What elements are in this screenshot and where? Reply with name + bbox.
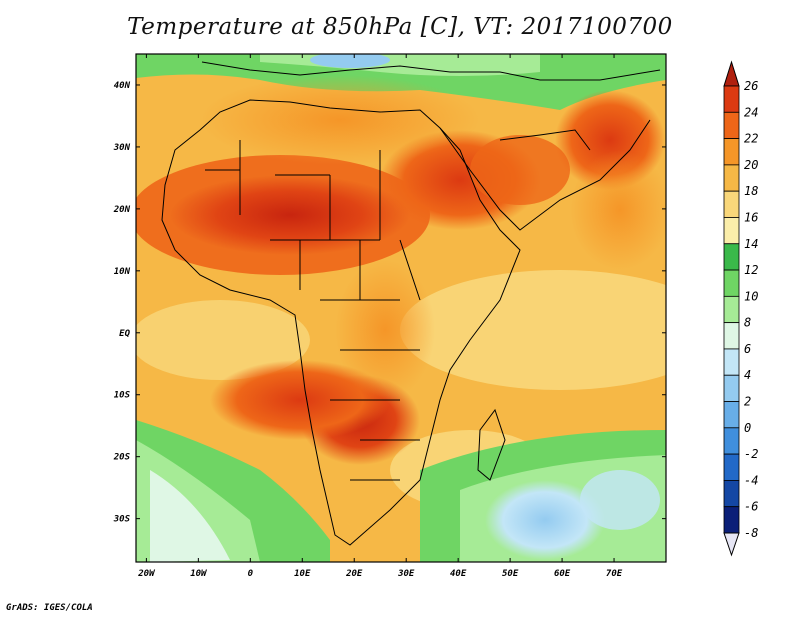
- lat-label: 10N: [114, 267, 131, 277]
- lon-label: 30E: [397, 569, 415, 579]
- colorbar-segment: [723, 269, 740, 297]
- lon-label: 10E: [294, 569, 311, 579]
- colorbar-label: 2: [744, 395, 751, 409]
- colorbar-label: 10: [744, 289, 758, 303]
- lon-label: 40E: [450, 569, 467, 579]
- lat-label: 10S: [114, 391, 131, 401]
- colorbar-segment: [723, 506, 740, 534]
- colorbar-segment: [723, 85, 740, 113]
- colorbar-label: 12: [744, 263, 758, 277]
- colorbar-label: 22: [744, 132, 758, 146]
- lon-label: 10W: [190, 569, 208, 579]
- colorbar-label: 4: [744, 368, 751, 382]
- latitude-axis: 40N 30N 20N 10N EQ 10S 20S 30S: [113, 81, 666, 525]
- colorbar-label: -6: [744, 500, 758, 514]
- colorbar-segment: [723, 374, 740, 402]
- lat-label: 40N: [114, 81, 131, 91]
- colorbar-label: -8: [744, 526, 758, 540]
- colorbar-segment: [723, 164, 740, 192]
- plot-frame: [135, 53, 667, 563]
- colorbar-segment: [723, 190, 740, 218]
- colorbar-label: 20: [744, 158, 758, 172]
- colorbar-label: 26: [744, 79, 758, 93]
- colorbar-label: 16: [744, 210, 758, 224]
- lon-label: 50E: [502, 569, 519, 579]
- coastlines: [161, 61, 661, 546]
- colorbar-label: -4: [744, 473, 758, 487]
- colorbar-segment: [723, 138, 740, 166]
- colorbar-segment: [723, 295, 740, 324]
- map-title: Temperature at 850hPa [C], VT: 201710070…: [127, 14, 673, 40]
- colorbar-label: 0: [744, 421, 751, 435]
- lat-label: 20N: [113, 205, 131, 215]
- lat-label: 30S: [113, 515, 131, 525]
- lat-label: 30N: [113, 143, 131, 153]
- colorbar-label: 18: [744, 184, 758, 198]
- lat-label: 20S: [113, 453, 131, 463]
- colorbar-label: -2: [744, 447, 758, 461]
- grads-credit: GrADS: IGES/COLA: [6, 603, 93, 613]
- colorbar-segment: [723, 111, 740, 139]
- colorbar-segment: [723, 401, 740, 429]
- colorbar-bottom-arrow: [723, 532, 740, 557]
- colorbar-label: 14: [744, 237, 758, 251]
- colorbar-segment: [723, 243, 740, 271]
- colorbar-segment: [723, 427, 740, 455]
- lat-label: EQ: [119, 329, 130, 339]
- colorbar-segment: [723, 217, 740, 245]
- colorbar-segment: [723, 348, 740, 376]
- colorbar-label: 6: [744, 342, 751, 356]
- colorbar-segment: [723, 453, 740, 481]
- lon-label: 20W: [137, 569, 156, 579]
- colorbar-label: 24: [744, 105, 758, 119]
- colorbar-label: 8: [744, 316, 751, 330]
- colorbar-segment: [723, 322, 740, 350]
- colorbar-segment: [723, 480, 740, 508]
- lon-label: 60E: [554, 569, 571, 579]
- lon-label: 0: [248, 569, 254, 579]
- lon-label: 20E: [345, 569, 363, 579]
- colorbar-top-arrow: [723, 60, 740, 87]
- lon-label: 70E: [606, 569, 623, 579]
- longitude-axis: 20W 10W 0 10E 20E 30E 40E 50E 60E 70E: [137, 54, 623, 579]
- temperature-field: [136, 54, 666, 562]
